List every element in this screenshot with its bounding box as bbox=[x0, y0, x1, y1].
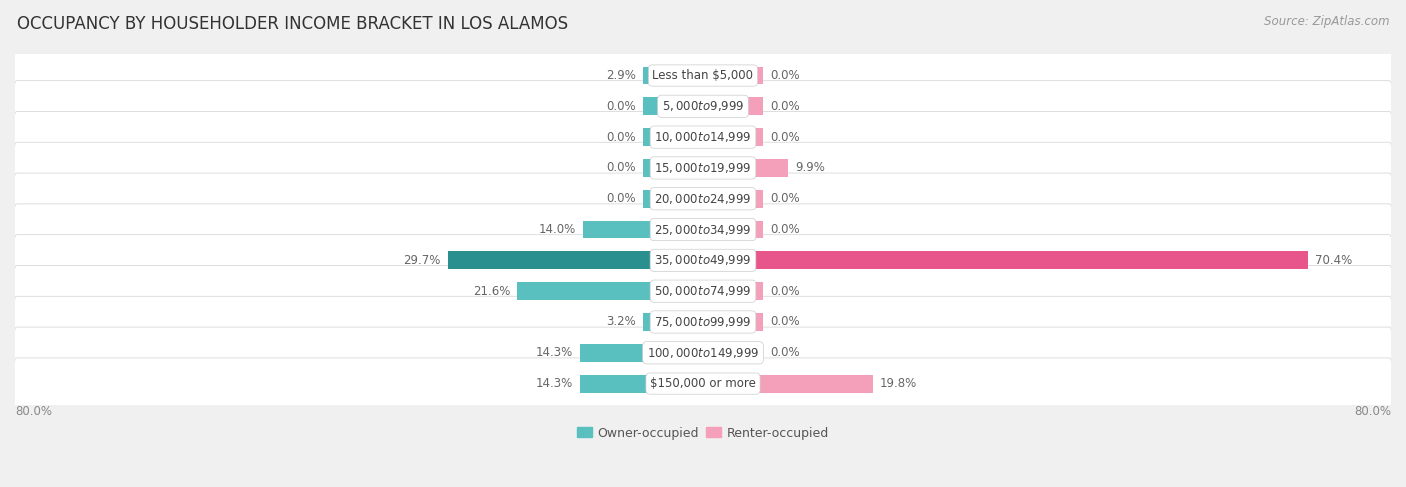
Bar bbox=[703, 282, 763, 300]
Text: 9.9%: 9.9% bbox=[794, 162, 825, 174]
Text: 0.0%: 0.0% bbox=[606, 162, 636, 174]
Text: $75,000 to $99,999: $75,000 to $99,999 bbox=[654, 315, 752, 329]
Text: $100,000 to $149,999: $100,000 to $149,999 bbox=[647, 346, 759, 360]
FancyBboxPatch shape bbox=[14, 204, 1392, 255]
Bar bbox=[582, 221, 703, 239]
Bar bbox=[643, 159, 703, 177]
Bar bbox=[447, 251, 703, 269]
Text: 21.6%: 21.6% bbox=[472, 285, 510, 298]
Bar bbox=[703, 344, 763, 362]
Bar bbox=[643, 313, 703, 331]
Text: 80.0%: 80.0% bbox=[15, 405, 52, 418]
Bar bbox=[703, 159, 789, 177]
Text: $5,000 to $9,999: $5,000 to $9,999 bbox=[662, 99, 744, 113]
Text: 14.3%: 14.3% bbox=[536, 346, 574, 359]
FancyBboxPatch shape bbox=[14, 142, 1392, 194]
Text: 14.0%: 14.0% bbox=[538, 223, 575, 236]
Text: 80.0%: 80.0% bbox=[1354, 405, 1391, 418]
FancyBboxPatch shape bbox=[14, 173, 1392, 225]
Text: 3.2%: 3.2% bbox=[606, 316, 636, 328]
Bar bbox=[643, 128, 703, 146]
Text: $50,000 to $74,999: $50,000 to $74,999 bbox=[654, 284, 752, 298]
Text: $150,000 or more: $150,000 or more bbox=[650, 377, 756, 390]
Text: Less than $5,000: Less than $5,000 bbox=[652, 69, 754, 82]
Text: 0.0%: 0.0% bbox=[770, 69, 800, 82]
Text: 0.0%: 0.0% bbox=[770, 223, 800, 236]
Bar bbox=[703, 190, 763, 207]
Text: $25,000 to $34,999: $25,000 to $34,999 bbox=[654, 223, 752, 237]
Bar bbox=[643, 97, 703, 115]
Bar bbox=[703, 128, 763, 146]
Text: 0.0%: 0.0% bbox=[606, 131, 636, 144]
Text: 0.0%: 0.0% bbox=[606, 192, 636, 205]
Text: OCCUPANCY BY HOUSEHOLDER INCOME BRACKET IN LOS ALAMOS: OCCUPANCY BY HOUSEHOLDER INCOME BRACKET … bbox=[17, 15, 568, 33]
Text: 0.0%: 0.0% bbox=[770, 192, 800, 205]
FancyBboxPatch shape bbox=[14, 235, 1392, 286]
Bar bbox=[703, 375, 873, 393]
Text: 2.9%: 2.9% bbox=[606, 69, 636, 82]
Text: $10,000 to $14,999: $10,000 to $14,999 bbox=[654, 130, 752, 144]
Text: 0.0%: 0.0% bbox=[770, 346, 800, 359]
Bar bbox=[581, 344, 703, 362]
Bar bbox=[703, 251, 1309, 269]
Text: 70.4%: 70.4% bbox=[1316, 254, 1353, 267]
Bar bbox=[643, 190, 703, 207]
Legend: Owner-occupied, Renter-occupied: Owner-occupied, Renter-occupied bbox=[572, 422, 834, 445]
Text: 19.8%: 19.8% bbox=[880, 377, 917, 390]
Bar bbox=[703, 67, 763, 84]
Text: 0.0%: 0.0% bbox=[606, 100, 636, 113]
Text: $20,000 to $24,999: $20,000 to $24,999 bbox=[654, 192, 752, 206]
FancyBboxPatch shape bbox=[14, 81, 1392, 132]
Text: 29.7%: 29.7% bbox=[404, 254, 440, 267]
Bar bbox=[703, 221, 763, 239]
Bar bbox=[643, 67, 703, 84]
FancyBboxPatch shape bbox=[14, 327, 1392, 378]
Text: 0.0%: 0.0% bbox=[770, 316, 800, 328]
Bar bbox=[703, 313, 763, 331]
Text: $15,000 to $19,999: $15,000 to $19,999 bbox=[654, 161, 752, 175]
Text: 14.3%: 14.3% bbox=[536, 377, 574, 390]
Text: 0.0%: 0.0% bbox=[770, 285, 800, 298]
Bar bbox=[517, 282, 703, 300]
Bar bbox=[581, 375, 703, 393]
Text: 0.0%: 0.0% bbox=[770, 100, 800, 113]
Text: 0.0%: 0.0% bbox=[770, 131, 800, 144]
FancyBboxPatch shape bbox=[14, 50, 1392, 101]
Bar bbox=[703, 97, 763, 115]
Text: $35,000 to $49,999: $35,000 to $49,999 bbox=[654, 253, 752, 267]
Text: Source: ZipAtlas.com: Source: ZipAtlas.com bbox=[1264, 15, 1389, 28]
FancyBboxPatch shape bbox=[14, 112, 1392, 163]
FancyBboxPatch shape bbox=[14, 265, 1392, 317]
FancyBboxPatch shape bbox=[14, 358, 1392, 409]
FancyBboxPatch shape bbox=[14, 296, 1392, 348]
